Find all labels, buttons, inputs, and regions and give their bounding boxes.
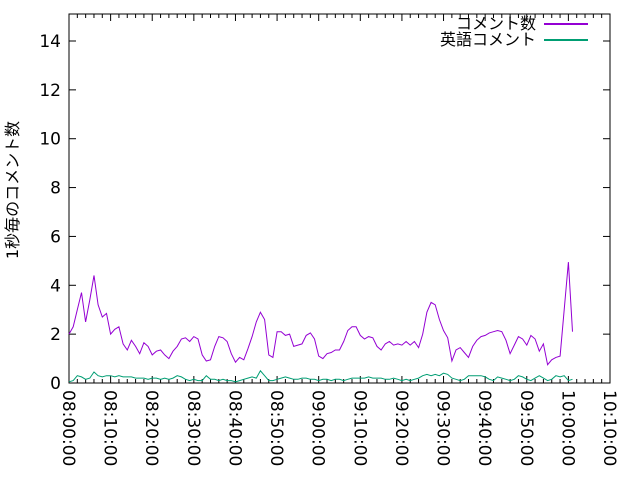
legend-label-english-comments: 英語コメント [439,30,536,49]
x-tick-label: 09:20:00 [391,390,411,466]
legend-label-comments: コメント数 [455,14,536,33]
y-tick-label: 6 [50,227,61,247]
y-tick-label: 14 [39,32,61,52]
x-tick-label: 08:10:00 [100,390,120,466]
x-tick-label: 08:30:00 [183,390,203,466]
x-tick-label: 10:00:00 [557,390,577,466]
series-line-english-comments [68,369,573,383]
y-tick-label: 10 [39,130,61,150]
x-tick-label: 09:10:00 [349,390,369,466]
legend-row-comments: コメント数 [440,16,588,32]
x-tick-label: 10:10:00 [599,390,619,466]
x-tick-label: 09:50:00 [516,390,536,466]
y-tick-label: 4 [50,276,61,296]
x-tick-label: 08:40:00 [224,390,244,466]
y-axis-tick-labels: 0 2 4 6 8 10 12 14 [39,32,61,394]
y-axis-title: 1秒毎のコメント数 [3,120,22,260]
plot-border [68,13,611,384]
y-tick-label: 8 [50,179,61,199]
y-tick-label: 12 [39,81,61,101]
x-tick-label: 08:50:00 [266,390,286,466]
y-tick-label: 0 [50,374,61,394]
axis-ticks [68,14,611,384]
x-axis-tick-labels: 08:00:00 08:10:00 08:20:00 08:30:00 08:40:00… [58,390,619,466]
series-line-comments [68,262,573,366]
legend-row-english-comments: 英語コメント [440,32,588,48]
legend-line-sample-comments [544,23,588,25]
x-tick-label: 09:00:00 [308,390,328,466]
x-tick-label: 09:30:00 [433,390,453,466]
legend-line-sample-english-comments [544,39,588,41]
series-lines [68,262,573,383]
legend: コメント数 英語コメント [440,16,588,48]
y-tick-label: 2 [50,325,61,345]
x-tick-label: 08:00:00 [58,390,78,466]
x-tick-label: 09:40:00 [474,390,494,466]
x-tick-label: 08:20:00 [141,390,161,466]
